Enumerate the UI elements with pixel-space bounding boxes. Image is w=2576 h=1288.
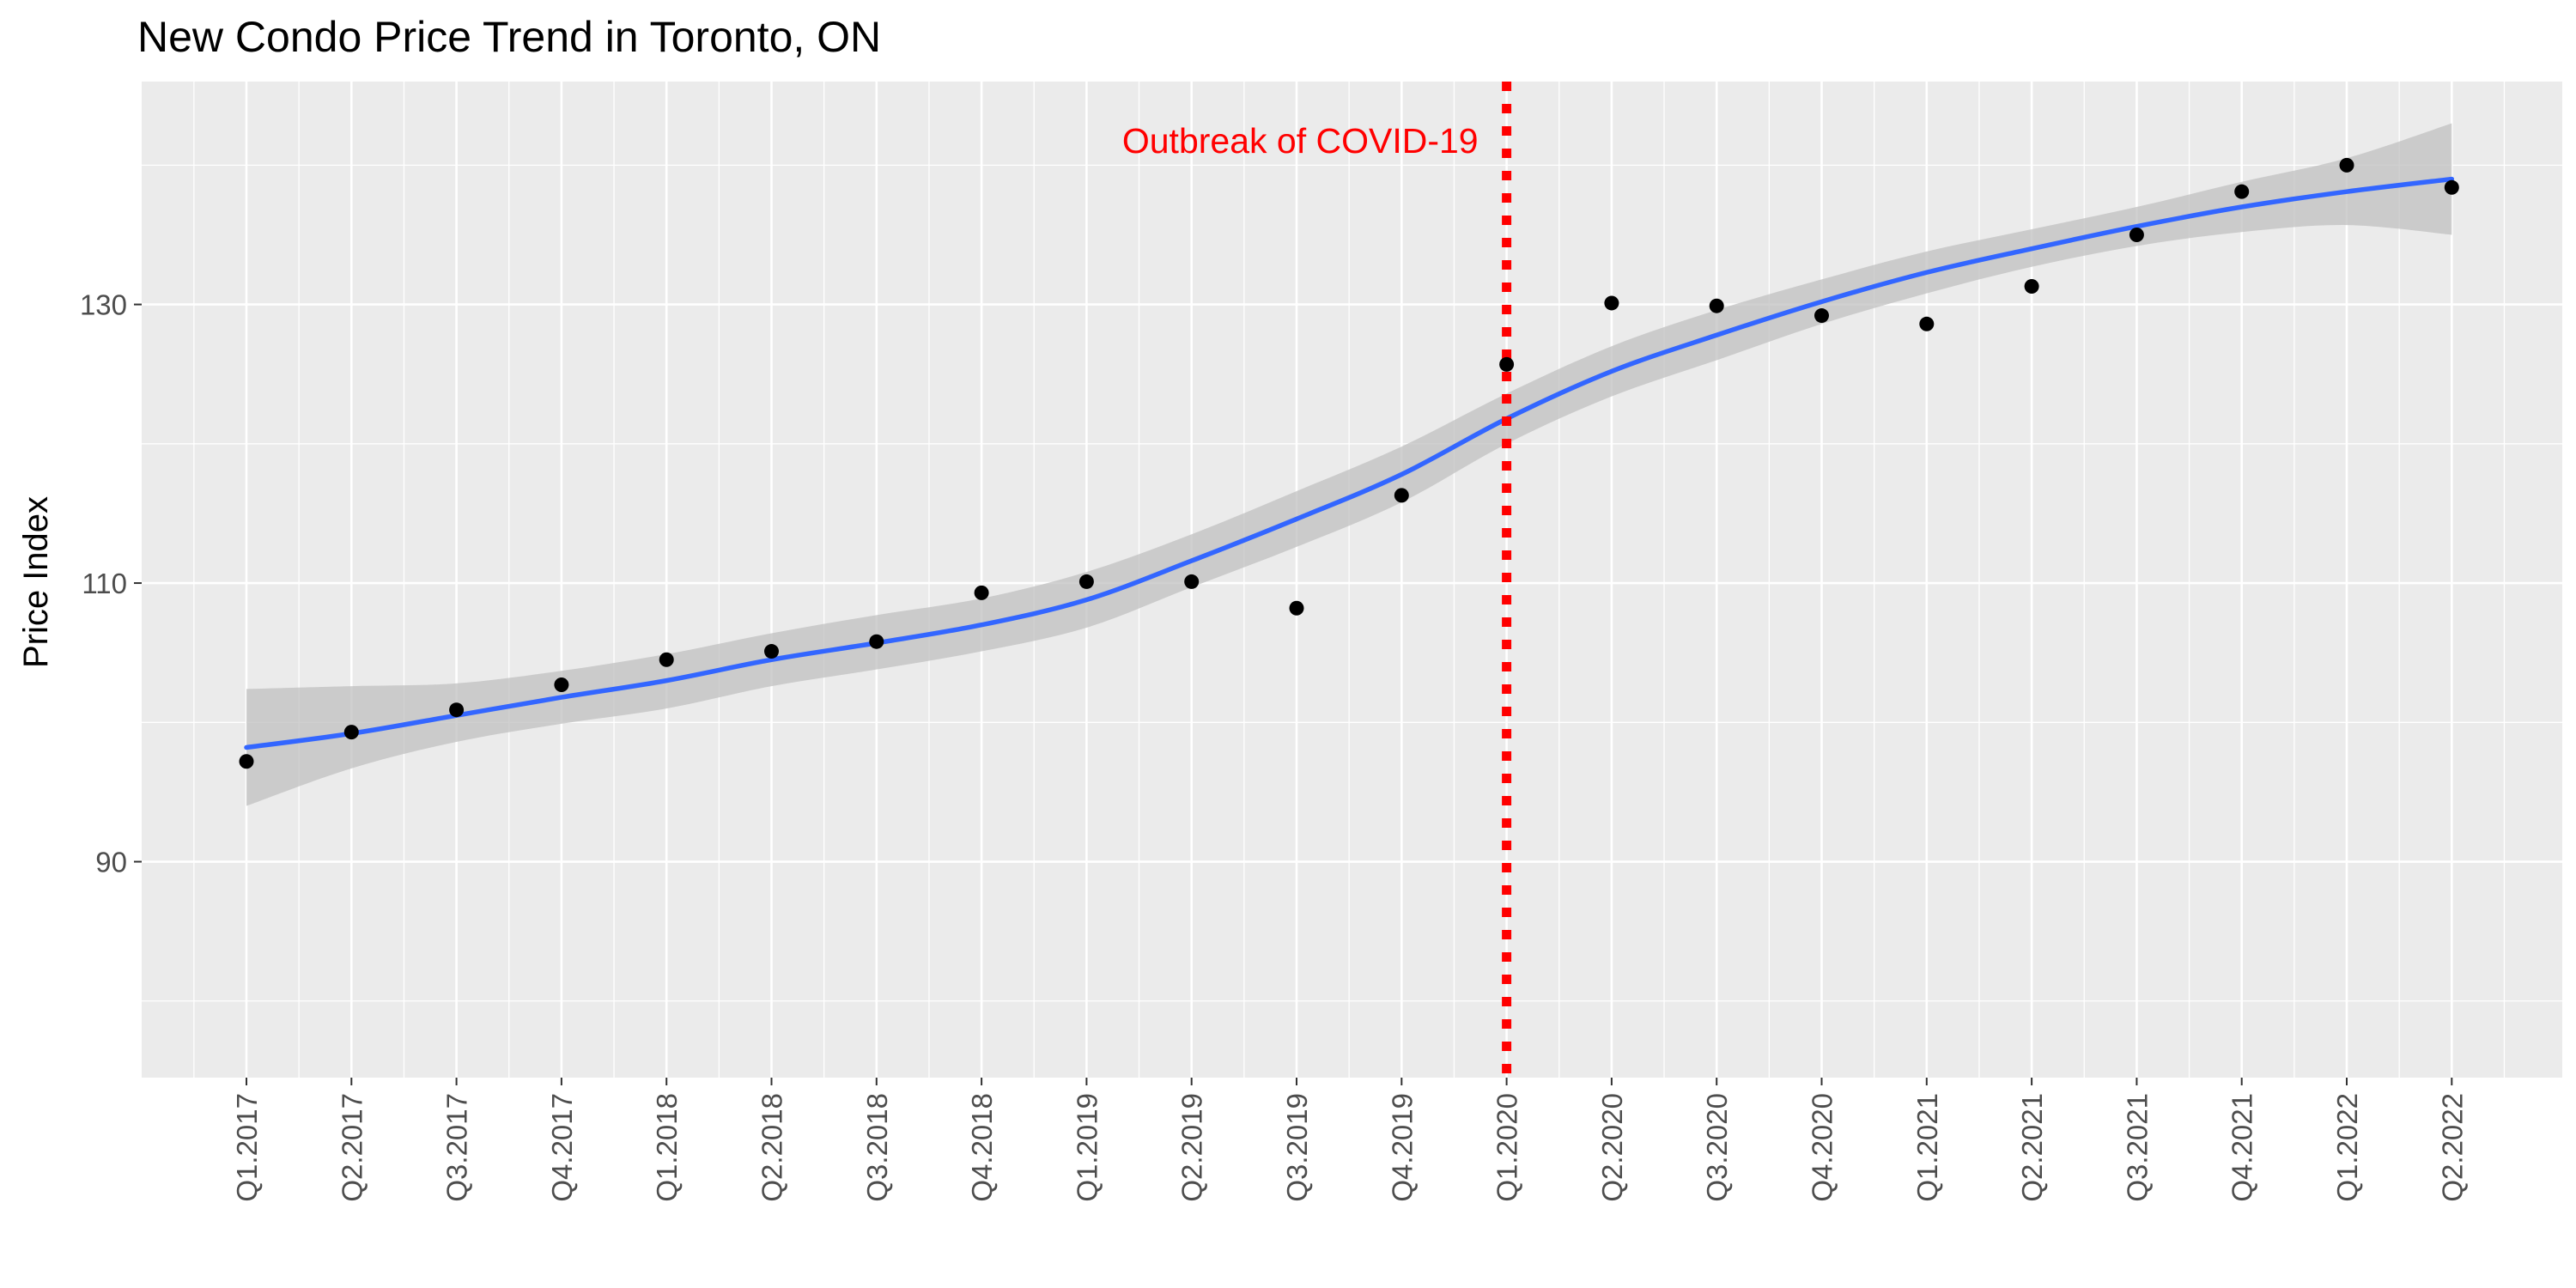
y-tick-label: 110 — [82, 568, 127, 599]
confidence-band — [246, 123, 2452, 806]
data-point — [2444, 179, 2459, 195]
x-tick-label: Q4.2017 — [546, 1093, 578, 1202]
y-axis-label: Price Index — [17, 496, 55, 668]
data-point — [2129, 227, 2144, 242]
fit-line — [244, 176, 2455, 750]
data-point — [554, 677, 569, 692]
x-tick-label: Q2.2021 — [2016, 1093, 2048, 1202]
covid-annotation: Outbreak of COVID-19 — [1122, 121, 1479, 161]
x-tick-label: Q3.2018 — [861, 1093, 893, 1202]
data-point — [343, 725, 359, 740]
data-point — [1184, 574, 1200, 589]
data-point — [449, 702, 465, 718]
y-tick-label: 130 — [80, 289, 127, 321]
x-tick-label: Q1.2021 — [1911, 1093, 1943, 1202]
x-tick-label: Q4.2020 — [1807, 1093, 1838, 1202]
data-points — [239, 157, 2459, 769]
data-point — [1289, 600, 1304, 616]
data-point — [1919, 316, 1935, 331]
x-tick-label: Q2.2022 — [2436, 1093, 2468, 1202]
x-tick-label: Q4.2019 — [1386, 1093, 1418, 1202]
x-tick-label: Q3.2020 — [1701, 1093, 1733, 1202]
data-point — [1814, 308, 1829, 324]
data-point — [869, 634, 884, 649]
x-tick-label: Q1.2020 — [1492, 1093, 1523, 1202]
x-tick-label: Q4.2018 — [966, 1093, 998, 1202]
data-point — [1394, 488, 1409, 503]
data-point — [2024, 278, 2039, 294]
x-tick-label: Q2.2018 — [756, 1093, 788, 1202]
x-tick-label: Q3.2021 — [2121, 1093, 2153, 1202]
x-tick-label: Q1.2017 — [231, 1093, 263, 1202]
x-tick-label: Q1.2019 — [1071, 1093, 1103, 1202]
data-point — [974, 585, 989, 600]
x-tick-label: Q2.2020 — [1596, 1093, 1628, 1202]
x-tick-label: Q1.2022 — [2331, 1093, 2363, 1202]
data-point — [2234, 184, 2250, 199]
x-tick-label: Q2.2019 — [1176, 1093, 1208, 1202]
chart-title: New Condo Price Trend in Toronto, ON — [137, 13, 881, 61]
axes: 90 110 130 Q1.2017 Q2.2017 Q3.2017 Q4.2017 Q1.2… — [80, 289, 2468, 1202]
data-point — [764, 644, 779, 659]
data-point — [659, 652, 674, 667]
x-tick-label: Q3.2019 — [1281, 1093, 1313, 1202]
x-tick-label: Q1.2018 — [651, 1093, 683, 1202]
data-point — [1499, 356, 1515, 372]
data-point — [1078, 574, 1094, 589]
plot-panel — [142, 82, 2562, 1078]
confidence-band-group — [246, 123, 2452, 806]
data-point — [1604, 295, 1619, 311]
x-tick-label: Q4.2021 — [2227, 1093, 2258, 1202]
x-tick-label: Q3.2017 — [441, 1093, 473, 1202]
y-tick-label: 90 — [95, 847, 127, 878]
data-point — [1709, 298, 1724, 313]
fit-line-group — [244, 176, 2455, 750]
data-point — [239, 754, 254, 769]
data-point — [2339, 157, 2354, 173]
x-tick-label: Q2.2017 — [336, 1093, 368, 1202]
